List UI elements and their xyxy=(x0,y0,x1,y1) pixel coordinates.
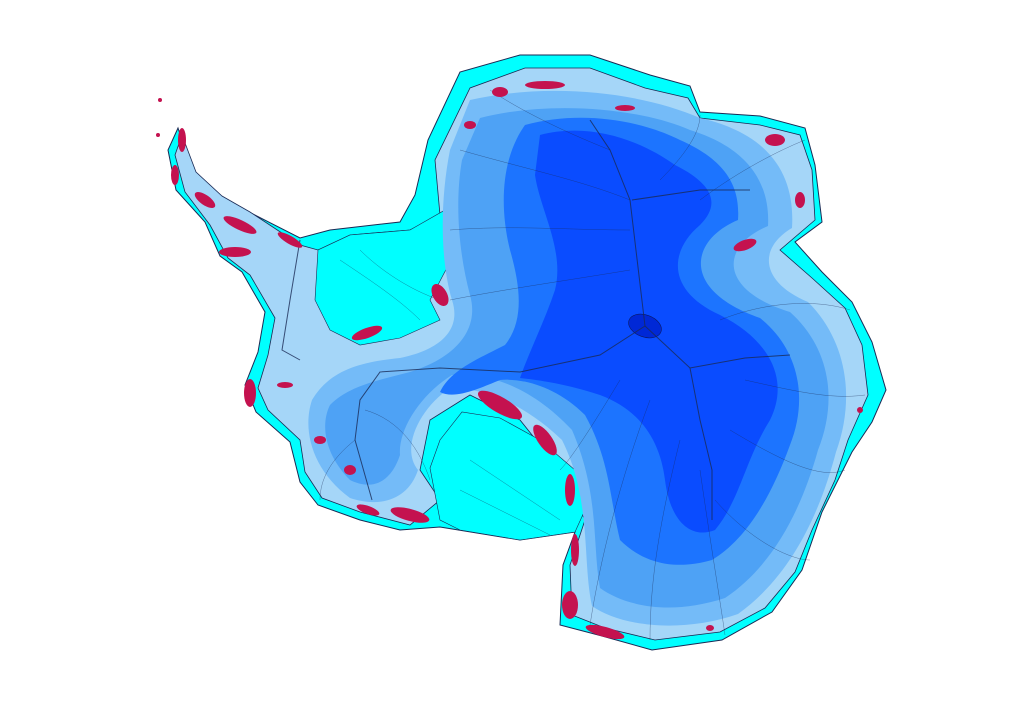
rock xyxy=(194,191,216,209)
rock xyxy=(158,98,162,102)
rock xyxy=(171,165,179,185)
flow-line xyxy=(459,149,631,201)
rock xyxy=(351,325,383,341)
ice-divide xyxy=(281,239,301,361)
flow-line xyxy=(649,439,681,641)
rock xyxy=(390,507,430,523)
flow-line xyxy=(459,489,551,536)
rock xyxy=(178,128,186,152)
rock xyxy=(464,121,476,129)
flow-line xyxy=(714,499,811,561)
rock-outcrops xyxy=(156,81,863,640)
flow-line xyxy=(659,114,701,181)
rock xyxy=(219,247,251,257)
rock xyxy=(765,134,785,146)
ice-shelf xyxy=(314,209,463,346)
flow-line xyxy=(319,439,356,501)
flow-line xyxy=(339,259,421,321)
flow-lines xyxy=(319,89,866,641)
flow-line xyxy=(699,469,726,636)
flow-line xyxy=(469,459,561,521)
ice-divide xyxy=(644,325,791,369)
flow-line xyxy=(449,227,631,231)
flow-line xyxy=(559,379,621,471)
rock xyxy=(857,407,863,413)
rock xyxy=(277,232,303,248)
ice-divide xyxy=(631,189,750,201)
flow-line xyxy=(744,379,866,397)
rock xyxy=(795,192,805,208)
rock xyxy=(733,238,757,252)
rock xyxy=(356,504,380,516)
rock xyxy=(344,465,356,475)
flow-line xyxy=(359,249,441,301)
rock xyxy=(565,474,575,506)
flow-line xyxy=(589,399,651,626)
rock xyxy=(244,379,256,407)
rock xyxy=(431,284,449,306)
rock xyxy=(525,81,565,89)
flow-line xyxy=(699,139,806,201)
flow-line xyxy=(364,409,431,481)
flow-line xyxy=(449,269,631,301)
rock xyxy=(156,133,160,137)
ice-divide xyxy=(589,119,646,327)
rock xyxy=(585,624,625,640)
rock xyxy=(477,390,523,420)
rock xyxy=(492,87,508,97)
rock xyxy=(706,625,714,631)
flow-line xyxy=(719,303,851,321)
rock xyxy=(562,591,578,619)
rock xyxy=(615,105,635,111)
rock xyxy=(277,382,293,388)
rock xyxy=(314,436,326,444)
flow-line xyxy=(729,429,846,473)
ice-divide xyxy=(689,367,713,520)
rock xyxy=(223,216,257,234)
ice-divide xyxy=(354,325,646,501)
rock xyxy=(571,534,579,566)
rock xyxy=(533,424,557,456)
